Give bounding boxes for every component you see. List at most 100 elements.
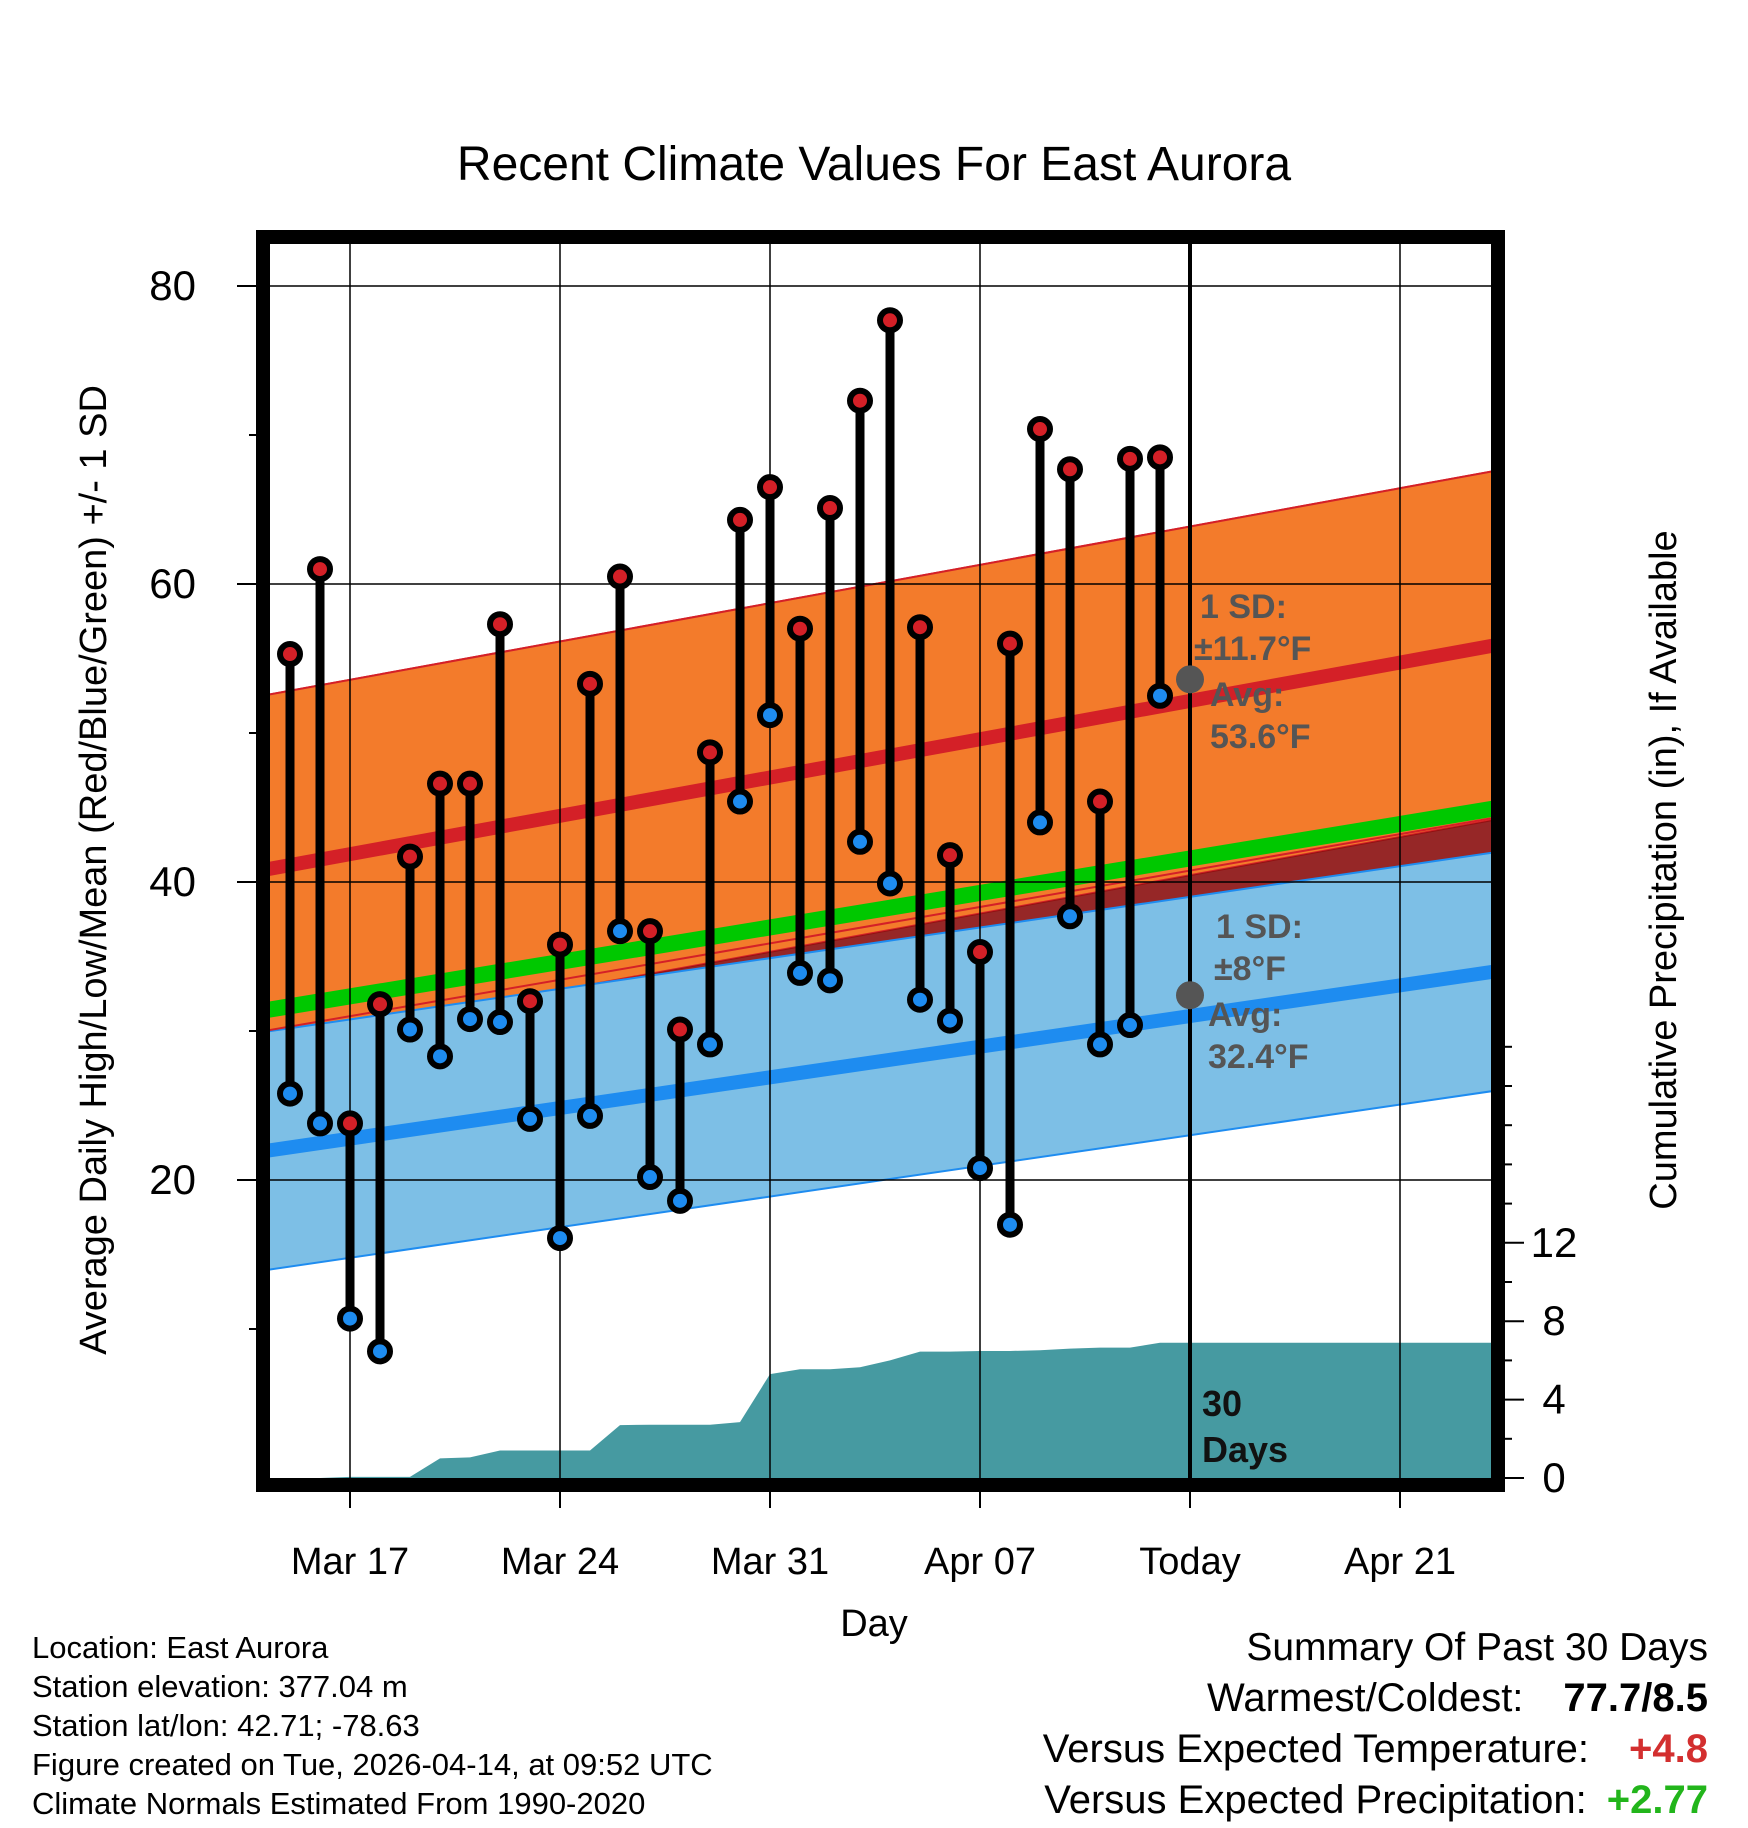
x-tick-label: Apr 21 xyxy=(1344,1541,1456,1583)
daily-low-point xyxy=(817,967,843,994)
plot-area: 1 SD: ±11.7°F Avg: 53.6°F 1 SD: ±8°F Avg: 32.4°… xyxy=(270,244,1491,1478)
daily-high-point xyxy=(727,506,753,533)
mean-normal-line xyxy=(270,800,1491,1018)
x-axis-label: Day xyxy=(840,1603,908,1645)
daily-low-point xyxy=(727,788,753,815)
left-tick-label: 20 xyxy=(149,1156,196,1203)
precip-departure-label: Versus Expected Precipitation: xyxy=(1044,1778,1587,1822)
daily-high-point xyxy=(667,1016,693,1043)
low-normal-line xyxy=(270,965,1491,1158)
daily-low-point xyxy=(577,1102,603,1129)
elevation-text: Station elevation: 377.04 m xyxy=(32,1669,408,1704)
temp-departure-label: Versus Expected Temperature: xyxy=(1042,1727,1590,1771)
daily-low-point xyxy=(607,918,633,945)
left-tick-label: 40 xyxy=(149,858,196,905)
precip-departure-row: Versus Expected Precipitation: +2.77 xyxy=(1043,1775,1708,1826)
daily-low-point xyxy=(427,1043,453,1070)
plot-frame xyxy=(256,230,1505,1492)
temp-departure-value: +4.8 xyxy=(1629,1727,1708,1771)
daily-high-point xyxy=(877,307,903,334)
high-avg-label: Avg: xyxy=(1210,676,1284,714)
latlon-text: Station lat/lon: 42.71; -78.63 xyxy=(32,1708,420,1743)
warm-cold-label: Warmest/Coldest: xyxy=(1207,1676,1524,1720)
temp-departure-row: Versus Expected Temperature: +4.8 xyxy=(1043,1724,1708,1775)
daily-low-point xyxy=(637,1164,663,1191)
created-text: Figure created on Tue, 2026-04-14, at 09… xyxy=(32,1747,713,1782)
right-tick-label: 0 xyxy=(1542,1454,1565,1501)
daily-high-point xyxy=(967,939,993,966)
daily-low-point xyxy=(877,870,903,897)
daily-high-point xyxy=(397,843,423,870)
daily-high-point xyxy=(427,770,453,797)
right-tick-label: 12 xyxy=(1531,1219,1578,1266)
daily-low-point xyxy=(337,1305,363,1332)
daily-high-point xyxy=(937,842,963,869)
daily-high-point xyxy=(457,770,483,797)
daily-low-point xyxy=(397,1016,423,1043)
daily-low-point xyxy=(1057,903,1083,930)
daily-high-point xyxy=(1117,445,1143,472)
x-tick-label: Mar 24 xyxy=(501,1541,619,1583)
period-label-text: Days xyxy=(1202,1429,1288,1470)
x-tick-label: Mar 17 xyxy=(291,1541,409,1583)
x-tick-label: Apr 07 xyxy=(924,1541,1036,1583)
daily-high-point xyxy=(367,991,393,1018)
daily-low-point xyxy=(847,828,873,855)
precip-area xyxy=(290,1342,1491,1478)
daily-low-point xyxy=(907,986,933,1013)
y-axis-label-left: Average Daily High/Low/Mean (Red/Blue/Gr… xyxy=(73,385,115,1355)
axes: 20 40 60 80 0 4 8 12 Mar 17 Mar 24 Mar 31 Apr 07 Tod… xyxy=(149,230,1578,1583)
high-sd-label: 1 SD: xyxy=(1200,588,1287,626)
chart-title: Recent Climate Values For East Aurora xyxy=(457,138,1291,191)
daily-low-point xyxy=(487,1009,513,1036)
location-text: Location: East Aurora xyxy=(32,1630,329,1665)
x-tick-label: Today xyxy=(1139,1541,1240,1583)
warm-cold-row: Warmest/Coldest: 77.7/8.5 xyxy=(1043,1673,1708,1724)
summary-heading: Summary Of Past 30 Days xyxy=(1246,1626,1708,1669)
y-axis-label-right: Cumulative Precipitation (in), If Availa… xyxy=(1643,530,1685,1209)
daily-low-point xyxy=(277,1080,303,1107)
daily-high-point xyxy=(607,563,633,590)
daily-high-point xyxy=(1147,444,1173,471)
daily-high-point xyxy=(307,556,333,583)
daily-low-point xyxy=(547,1225,573,1252)
high-normal-line xyxy=(270,638,1491,876)
daily-high-point xyxy=(487,611,513,638)
period-label-number: 30 xyxy=(1202,1383,1242,1424)
today-low-avg-marker xyxy=(1176,981,1204,1010)
daily-low-point xyxy=(1117,1012,1143,1039)
daily-high-point xyxy=(637,918,663,945)
daily-high-point xyxy=(757,474,783,501)
daily-high-point xyxy=(997,630,1023,657)
right-tick-label: 8 xyxy=(1542,1297,1565,1344)
daily-high-point xyxy=(277,641,303,668)
low-avg-value: 32.4°F xyxy=(1208,1038,1309,1076)
daily-low-point xyxy=(697,1031,723,1058)
left-tick-label: 60 xyxy=(149,560,196,607)
high-avg-value: 53.6°F xyxy=(1210,718,1311,756)
x-tick-label: Mar 31 xyxy=(711,1541,829,1583)
daily-low-point xyxy=(757,702,783,729)
daily-low-point xyxy=(1147,682,1173,709)
daily-high-point xyxy=(847,387,873,414)
daily-high-point xyxy=(1027,416,1053,443)
daily-high-point xyxy=(517,988,543,1015)
left-tick-label: 80 xyxy=(149,262,196,309)
low-sd-label: 1 SD: xyxy=(1216,908,1303,946)
daily-high-point xyxy=(1057,456,1083,483)
daily-low-point xyxy=(367,1338,393,1365)
daily-high-point xyxy=(337,1110,363,1137)
daily-low-point xyxy=(787,959,813,986)
daily-low-point xyxy=(967,1155,993,1182)
daily-low-point xyxy=(1087,1031,1113,1058)
daily-high-point xyxy=(907,614,933,641)
warm-cold-value: 77.7/8.5 xyxy=(1563,1676,1708,1720)
summary-panel: Summary Of Past 30 Days Warmest/Coldest:… xyxy=(1043,1622,1708,1826)
daily-high-point xyxy=(577,670,603,697)
daily-high-point xyxy=(697,739,723,766)
low-sd-value: ±8°F xyxy=(1214,950,1286,988)
high-sd-value: ±11.7°F xyxy=(1194,630,1311,668)
precip-departure-value: +2.77 xyxy=(1606,1778,1708,1822)
right-tick-label: 4 xyxy=(1542,1376,1565,1423)
